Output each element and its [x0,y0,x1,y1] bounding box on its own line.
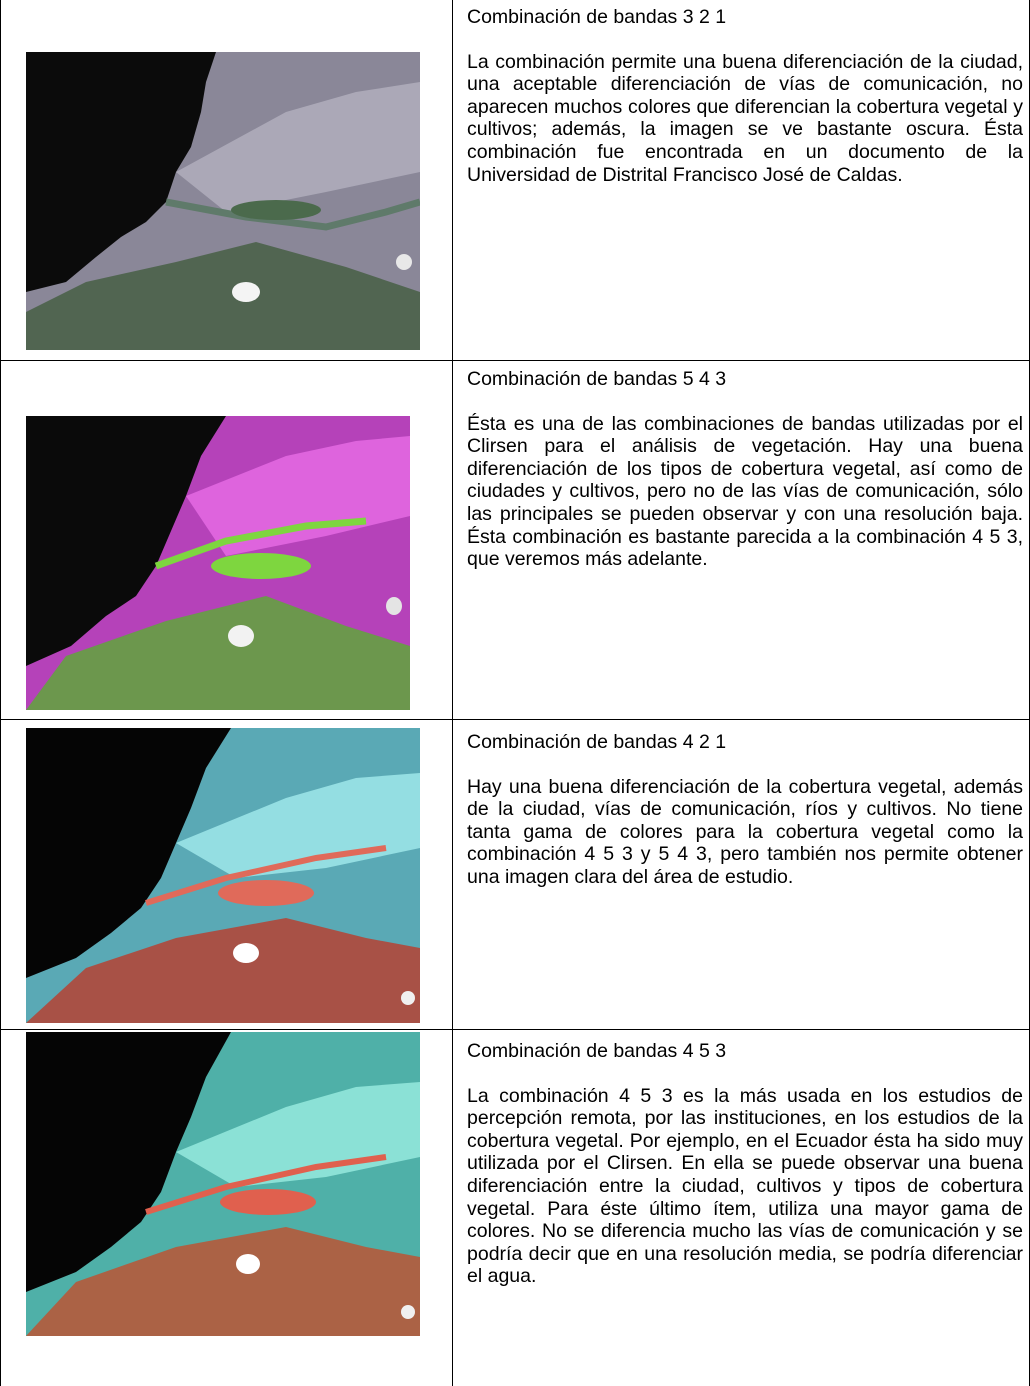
row-description: La combinación permite una buena diferen… [467,50,1023,186]
row-title: Combinación de bandas 4 5 3 [467,1040,727,1062]
satellite-image-421 [26,728,420,1023]
satellite-image-543-graphic [26,416,410,710]
row-title: Combinación de bandas 4 2 1 [467,731,727,753]
satellite-image-453-graphic [26,1032,420,1336]
row-description: Hay una buena diferenciación de la cober… [467,775,1023,888]
row-text-cell: Combinación de bandas 4 2 1 Hay una buen… [467,731,1023,889]
row-title: Combinación de bandas 5 4 3 [467,368,727,390]
row-title: Combinación de bandas 3 2 1 [467,6,727,28]
row-divider [0,360,1030,361]
satellite-image-453 [26,1032,420,1336]
satellite-image-421-graphic [26,728,420,1023]
row-text-cell: Combinación de bandas 5 4 3 Ésta es una … [467,368,1023,571]
table-border-left [0,0,1,1386]
satellite-image-321 [26,52,420,350]
row-description: La combinación 4 5 3 es la más usada en … [467,1084,1023,1288]
row-text-cell: Combinación de bandas 4 5 3 La combinaci… [467,1040,1023,1288]
satellite-image-543 [26,416,410,710]
table-column-divider [452,0,453,1386]
row-text-cell: Combinación de bandas 3 2 1 La combinaci… [467,6,1023,186]
row-divider [0,719,1030,720]
row-description: Ésta es una de las combinaciones de band… [467,412,1023,571]
row-divider [0,1029,1030,1030]
satellite-image-321-graphic [26,52,420,350]
